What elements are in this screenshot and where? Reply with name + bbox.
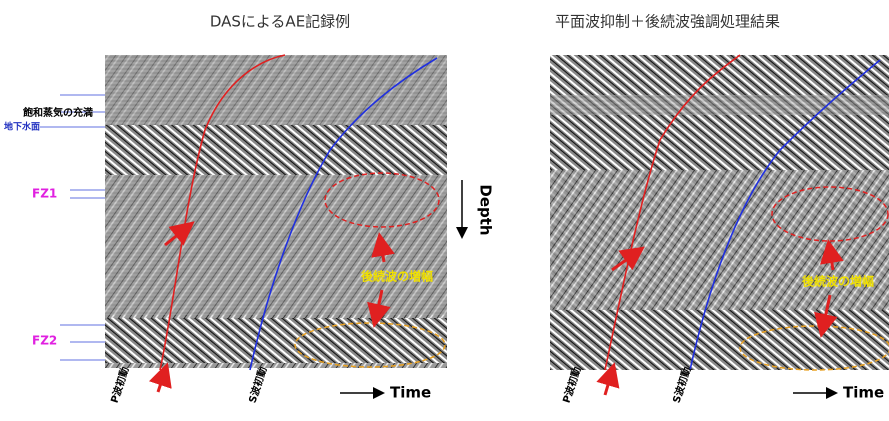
panel-title: 平面波抑制＋後続波強調処理結果	[555, 13, 780, 31]
annotation: 後続波の増幅	[802, 274, 874, 289]
label: P波初動	[560, 365, 584, 405]
label: S波初動	[670, 365, 694, 404]
annotation: 後続波の増幅	[361, 269, 433, 284]
label: S波初動	[246, 365, 270, 404]
right-panel: 平面波抑制＋後続波強調処理結果 後続波の増幅 Time P波初動 S波初動	[550, 13, 889, 405]
depth-markers	[40, 95, 105, 360]
label: P波初動	[108, 365, 132, 405]
label: FZ1	[32, 187, 57, 201]
label: 地下水面	[4, 121, 40, 133]
arrow	[605, 368, 613, 395]
label: FZ2	[32, 334, 57, 348]
label: 飽和蒸気の充満	[22, 106, 93, 119]
axis-label: Time	[390, 384, 431, 402]
panel-title: DASによるAE記録例	[210, 13, 350, 31]
axis-label: Time	[843, 384, 884, 402]
figure: DASによるAE記録例 後続波の増幅 飽和蒸気の充満 地下水面 FZ1 FZ2 …	[0, 0, 889, 421]
axis-label: Depth	[477, 184, 495, 235]
arrow	[158, 368, 166, 392]
left-panel: DASによるAE記録例 後続波の増幅 飽和蒸気の充満 地下水面 FZ1 FZ2 …	[4, 13, 495, 405]
